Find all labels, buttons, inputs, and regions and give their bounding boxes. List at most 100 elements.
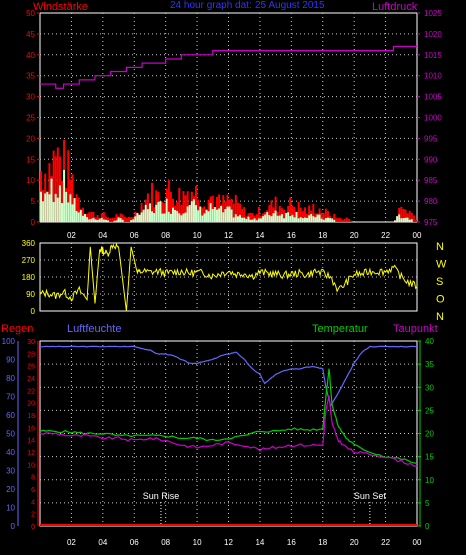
wind-mean-bar (268, 215, 271, 222)
rain-tick-label: 8 (31, 475, 35, 482)
time-tick-label-bottom: 18 (318, 538, 327, 547)
wind-mean-bar (148, 203, 151, 222)
rain-tick-label: 12 (27, 450, 35, 457)
rain-tick-label: 14 (27, 438, 35, 445)
temperature-tick-label: 0 (425, 522, 430, 531)
wind-gust-bar (236, 202, 239, 222)
wind-mean-bar (402, 218, 405, 222)
humidity-axis-title: Luftfeuchte (67, 323, 121, 335)
time-tick-label-top: 22 (381, 231, 390, 240)
wind-mean-bar (58, 185, 61, 222)
wind-mean-bar (169, 213, 172, 222)
wind-mean-bar (54, 193, 57, 222)
wind-mean-bar (410, 219, 413, 222)
wind-mean-bar (289, 216, 292, 222)
wind-mean-bar (396, 216, 399, 222)
wind-mean-bar (308, 215, 311, 222)
wind-mean-bar (201, 215, 204, 222)
wind-mean-bar (326, 217, 329, 222)
wind-gust-bar (339, 218, 342, 222)
pressure-tick-label: 1020 (424, 30, 442, 39)
wind-mean-bar (56, 197, 59, 222)
wind-gust-bar (161, 201, 164, 222)
wind-mean-bar (142, 209, 145, 222)
rain-tick-label: 4 (31, 499, 35, 506)
direction-letter-label: N (436, 311, 444, 323)
wind-gust-bar (406, 213, 409, 222)
wind-mean-bar (88, 219, 91, 222)
direction-tick-label: 0 (31, 307, 36, 316)
wind-mean-bar (44, 193, 47, 222)
wind-gust-bar (249, 212, 252, 222)
humidity-tick-label: 20 (6, 485, 15, 494)
wind-mean-bar (50, 178, 53, 222)
wind-mean-bar (67, 202, 70, 222)
temperature-tick-label: 5 (425, 499, 430, 508)
wind-mean-bar (174, 209, 177, 222)
wind-mean-bar (75, 210, 78, 222)
wind-gust-bar (274, 196, 277, 222)
wind-mean-bar (303, 217, 306, 222)
wind-gust-bar (104, 216, 107, 222)
wind-gust-bar (128, 216, 131, 222)
wind-gust-bar (283, 209, 286, 222)
wind-mean-bar (295, 211, 298, 222)
wind-gust-bar (201, 207, 204, 222)
wind-mean-bar (257, 218, 260, 222)
wind-mean-bar (222, 212, 225, 222)
wind-gust-bar (232, 203, 235, 222)
wind-gust-bar (412, 215, 415, 222)
time-tick-label-top: 04 (98, 231, 107, 240)
wind-mean-bar (134, 216, 137, 222)
time-tick-label-bottom: 20 (350, 538, 359, 547)
wind-gust-bar (335, 218, 338, 222)
wind-gust-bar (151, 182, 154, 222)
wind-mean-bar (176, 210, 179, 222)
wind-mean-bar (318, 214, 321, 222)
humidity-tick-label: 40 (6, 448, 15, 457)
wind-gust-bar (293, 206, 296, 222)
wind-mean-bar (90, 218, 93, 222)
wind-mean-bar (285, 212, 288, 222)
wind-tick-label: 50 (26, 9, 35, 18)
wind-gust-bar (60, 180, 63, 222)
wind-mean-bar (92, 217, 95, 222)
wind-mean-bar (130, 220, 133, 222)
wind-mean-bar (60, 203, 63, 222)
wind-mean-bar (329, 218, 332, 222)
pressure-tick-label: 1015 (424, 51, 442, 60)
wind-gust-bar (268, 205, 271, 222)
pressure-tick-label: 1005 (424, 93, 442, 102)
time-tick-label-bottom: 22 (381, 538, 390, 547)
humidity-series-line (39, 345, 418, 407)
wind-tick-label: 10 (26, 176, 35, 185)
wind-mean-bar (239, 214, 242, 222)
wind-mean-bar (264, 214, 267, 222)
wind-mean-bar (100, 217, 103, 222)
wind-mean-bar (228, 206, 231, 222)
wind-gust-bar (67, 150, 70, 222)
humidity-temperature-panel: 0 5 10 15 20 25 30 35 40 0 10 20 30 40 50 60 70 80 90 100 0 2… (2, 337, 435, 531)
wind-mean-bar (312, 216, 315, 222)
wind-mean-bar (203, 213, 206, 222)
humidity-tick-label: 60 (6, 411, 15, 420)
wind-mean-bar (406, 217, 409, 222)
wind-gust-bar (111, 217, 114, 222)
wind-gust-bar (320, 213, 323, 222)
wind-gust-bar (121, 214, 124, 222)
wind-mean-bar (102, 219, 105, 222)
wind-mean-bar (121, 219, 124, 222)
wind-gust-bar (251, 213, 254, 222)
wind-mean-bar (132, 219, 135, 222)
wind-gust-bar (77, 197, 80, 222)
wind-mean-bar (171, 207, 174, 222)
wind-mean-bar (146, 209, 149, 222)
wind-mean-bar (283, 218, 286, 222)
wind-gust-bar (299, 207, 302, 222)
wind-mean-bar (136, 212, 139, 222)
time-tick-label-bottom: 12 (224, 538, 233, 547)
wind-mean-bar (205, 209, 208, 222)
wind-mean-bar (408, 219, 411, 222)
wind-mean-bar (278, 215, 281, 222)
time-tick-label-bottom: 16 (287, 538, 296, 547)
